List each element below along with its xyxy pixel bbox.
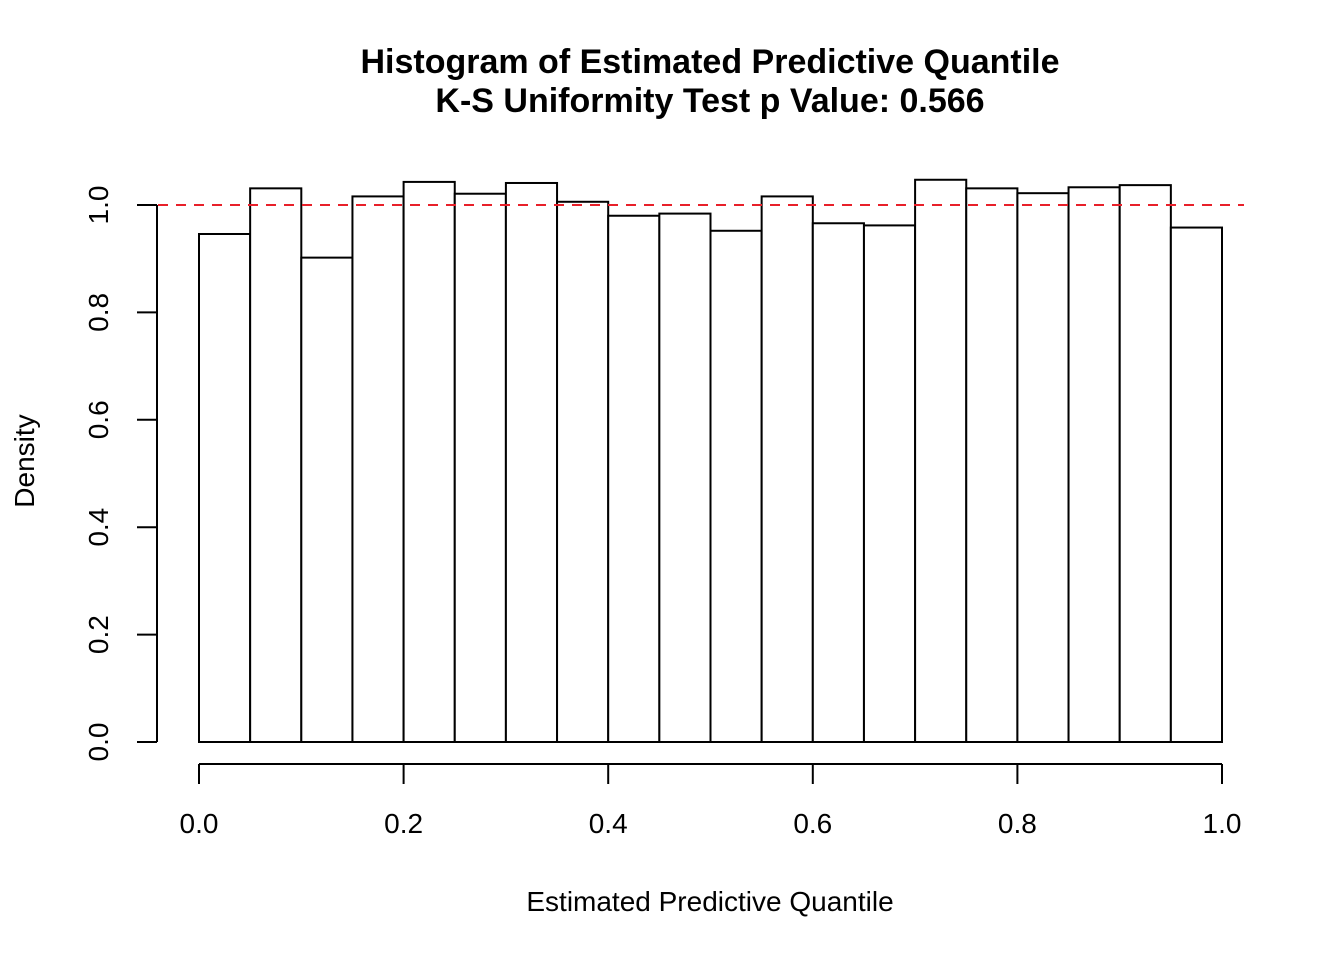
- y-tick-label: 0.4: [83, 508, 114, 547]
- histogram-bar: [1118, 184, 1172, 744]
- histogram-bar: [760, 195, 814, 743]
- y-tick-label: 0.0: [83, 723, 114, 762]
- y-axis-label: Density: [9, 414, 40, 507]
- x-tick-label: 0.0: [180, 808, 219, 839]
- histogram-bar: [914, 178, 968, 744]
- histogram-bar: [351, 195, 405, 743]
- histogram-bar: [504, 181, 559, 744]
- histogram-bar: [453, 192, 507, 743]
- histogram-bar: [198, 232, 252, 744]
- histogram-bar: [862, 224, 917, 743]
- y-tick-label: 1.0: [83, 186, 114, 225]
- histogram-bar: [1067, 186, 1121, 744]
- x-axis: 0.0 0.2 0.4 0.6 0.8 1.0: [180, 763, 1242, 839]
- histogram-bar: [965, 187, 1019, 743]
- y-tick-label: 0.2: [83, 615, 114, 654]
- x-axis-label: Estimated Predictive Quantile: [526, 886, 893, 917]
- histogram-bar: [658, 212, 712, 744]
- histogram-bar: [300, 256, 354, 743]
- x-tick-label: 1.0: [1203, 808, 1242, 839]
- y-tick-label: 0.6: [83, 400, 114, 439]
- bars-group: [198, 178, 1223, 744]
- x-tick-label: 0.8: [998, 808, 1037, 839]
- histogram-bar: [607, 214, 661, 744]
- histogram-bar: [811, 222, 865, 743]
- x-tick-label: 0.2: [384, 808, 423, 839]
- histogram-bar: [556, 200, 610, 743]
- chart-subtitle: K-S Uniformity Test p Value: 0.566: [435, 82, 984, 120]
- histogram-bar: [402, 180, 456, 743]
- chart-title: Histogram of Estimated Predictive Quanti…: [360, 43, 1059, 81]
- histogram-bar: [1169, 226, 1223, 743]
- x-tick-label: 0.6: [793, 808, 832, 839]
- x-tick-label: 0.4: [589, 808, 628, 839]
- y-axis: 0.0 0.2 0.4 0.6 0.8 1.0: [83, 186, 158, 762]
- histogram-bar: [709, 229, 763, 743]
- histogram-bar: [249, 187, 303, 743]
- y-tick-label: 0.8: [83, 293, 114, 332]
- histogram-bar: [1016, 192, 1070, 744]
